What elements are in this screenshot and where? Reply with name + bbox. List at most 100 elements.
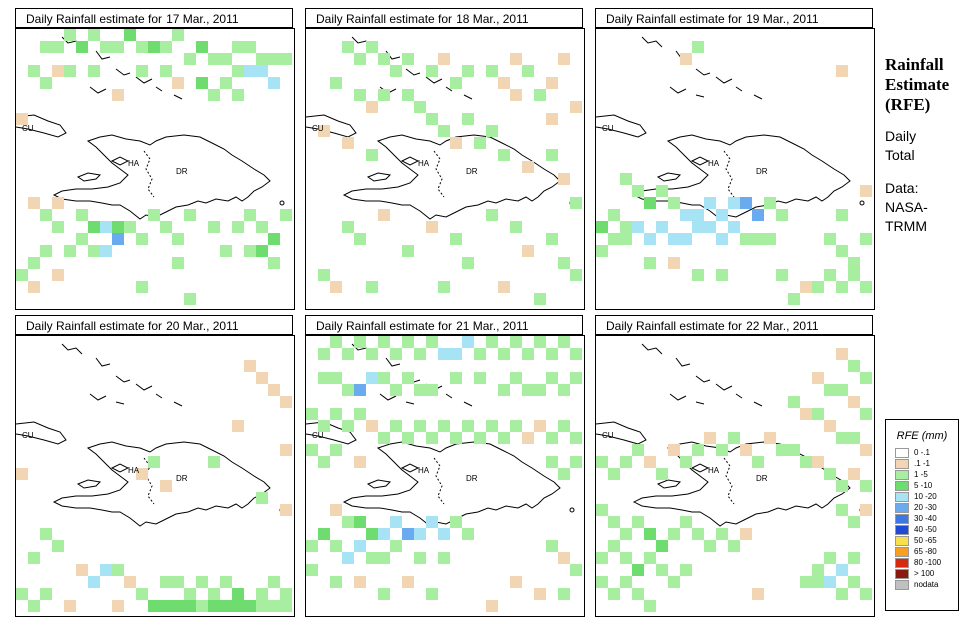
rainfall-cell xyxy=(510,576,522,588)
rainfall-cell xyxy=(244,245,256,257)
rainfall-cell xyxy=(268,53,280,65)
rainfall-cell xyxy=(426,588,438,600)
rainfall-cell xyxy=(812,576,824,588)
rainfall-cell xyxy=(680,564,692,576)
rainfall-cell xyxy=(354,384,366,396)
rainfall-cell xyxy=(558,468,570,480)
rainfall-cell xyxy=(268,384,280,396)
rainfall-cell xyxy=(596,245,608,257)
rainfall-cell xyxy=(570,101,582,113)
legend-swatch xyxy=(895,481,909,491)
rainfall-cell xyxy=(836,348,848,360)
rainfall-cell xyxy=(232,221,244,233)
rainfall-cell xyxy=(112,89,124,101)
rainfall-cell xyxy=(354,576,366,588)
rainfall-cell xyxy=(16,588,28,600)
rainfall-cell xyxy=(330,444,342,456)
rainfall-cell xyxy=(522,348,534,360)
rainfall-cell xyxy=(570,456,582,468)
legend-swatch xyxy=(895,503,909,513)
rainfall-cell xyxy=(40,209,52,221)
caption-title: Rainfall Estimate (RFE) xyxy=(885,55,950,114)
rainfall-cell xyxy=(426,516,438,528)
rainfall-map: CU HA DR xyxy=(595,28,875,310)
rainfall-cell xyxy=(280,53,292,65)
rainfall-cell xyxy=(596,221,608,233)
rainfall-cell xyxy=(558,336,570,348)
rainfall-cell xyxy=(728,432,740,444)
country-label-cuba: CU xyxy=(22,431,34,440)
rainfall-cell xyxy=(100,221,112,233)
rainfall-cell xyxy=(342,420,354,432)
rainfall-cell xyxy=(172,77,184,89)
country-label-cuba: CU xyxy=(312,124,324,133)
rainfall-cell xyxy=(136,468,148,480)
rainfall-cell xyxy=(330,576,342,588)
rainfall-cell xyxy=(450,137,462,149)
country-label-cuba: CU xyxy=(22,124,34,133)
rainfall-grid xyxy=(306,29,584,309)
rainfall-cell xyxy=(40,588,52,600)
rainfall-cell xyxy=(52,65,64,77)
rainfall-cell xyxy=(378,372,390,384)
rainfall-cell xyxy=(644,456,656,468)
rainfall-cell xyxy=(716,269,728,281)
rainfall-cell xyxy=(498,281,510,293)
rainfall-cell xyxy=(402,372,414,384)
rainfall-cell xyxy=(148,41,160,53)
rainfall-cell xyxy=(596,504,608,516)
rainfall-cell xyxy=(848,552,860,564)
rainfall-cell xyxy=(280,504,292,516)
rainfall-cell xyxy=(570,348,582,360)
rainfall-cell xyxy=(570,197,582,209)
panel-title: Daily Rainfall estimate for 19 Mar., 2011 xyxy=(595,8,873,28)
rainfall-cell xyxy=(342,137,354,149)
rainfall-cell xyxy=(450,432,462,444)
rainfall-cell xyxy=(570,372,582,384)
rainfall-cell xyxy=(836,564,848,576)
rainfall-cell xyxy=(112,221,124,233)
rainfall-cell xyxy=(148,209,160,221)
rainfall-cell xyxy=(462,113,474,125)
rainfall-cell xyxy=(740,197,752,209)
rainfall-cell xyxy=(656,185,668,197)
rainfall-map-panel: Daily Rainfall estimate for 22 Mar., 2011… xyxy=(595,315,875,617)
rainfall-cell xyxy=(112,41,124,53)
rainfall-cell xyxy=(354,540,366,552)
rainfall-cell xyxy=(692,209,704,221)
country-label-cuba: CU xyxy=(312,431,324,440)
rainfall-cell xyxy=(450,372,462,384)
rainfall-cell xyxy=(208,221,220,233)
legend-row: 5 -10 xyxy=(895,481,958,492)
rainfall-cell xyxy=(28,65,40,77)
rainfall-cell xyxy=(522,245,534,257)
rainfall-cell xyxy=(330,336,342,348)
rainfall-cell xyxy=(534,293,546,305)
rainfall-cell xyxy=(510,336,522,348)
rainfall-cell xyxy=(390,516,402,528)
rainfall-cell xyxy=(558,173,570,185)
legend-row: 10 -20 xyxy=(895,492,958,503)
rainfall-cell xyxy=(800,456,812,468)
country-label-dominican-republic: DR xyxy=(176,474,188,483)
rainfall-cell xyxy=(620,552,632,564)
rainfall-cell xyxy=(256,600,268,612)
rainfall-cell xyxy=(172,29,184,41)
rainfall-cell xyxy=(64,245,76,257)
rainfall-cell xyxy=(160,221,172,233)
rainfall-cell xyxy=(414,528,426,540)
rainfall-cell xyxy=(704,197,716,209)
rainfall-cell xyxy=(256,245,268,257)
rainfall-cell xyxy=(342,348,354,360)
rainfall-cell xyxy=(354,336,366,348)
rainfall-cell xyxy=(692,528,704,540)
rainfall-map: CU HA DR xyxy=(15,28,295,310)
rainfall-cell xyxy=(522,161,534,173)
rainfall-cell xyxy=(172,257,184,269)
rainfall-cell xyxy=(196,576,208,588)
rainfall-cell xyxy=(824,384,836,396)
rainfall-cell xyxy=(620,173,632,185)
rainfall-cell xyxy=(40,245,52,257)
rainfall-cell xyxy=(244,65,256,77)
rainfall-cell xyxy=(378,528,390,540)
